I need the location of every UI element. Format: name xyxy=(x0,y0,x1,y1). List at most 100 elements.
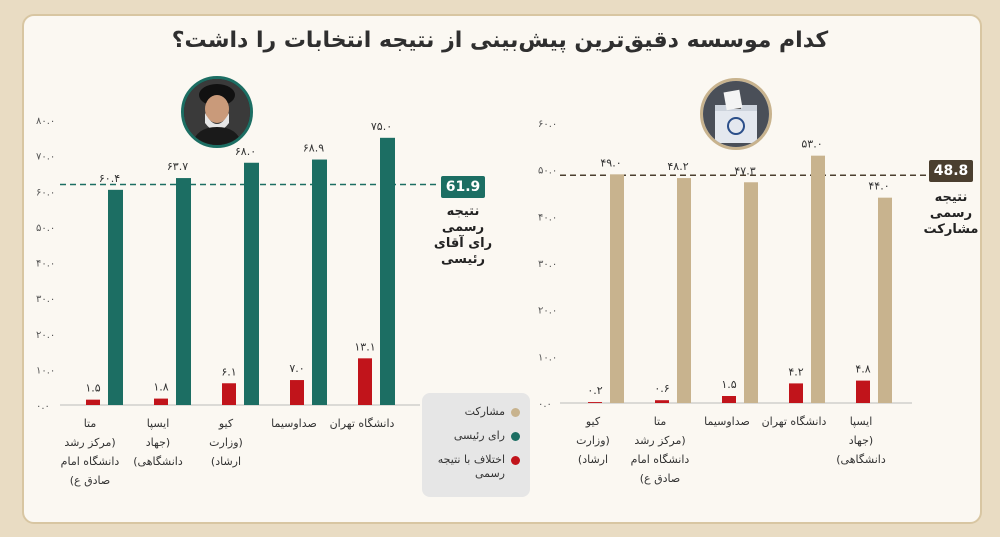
main-bar xyxy=(677,178,691,403)
legend: مشارکت رای رئیسی اختلاف با نتیجه رسمی xyxy=(422,393,530,497)
official-participation-note-line: نتیجه xyxy=(934,190,968,205)
official-raisi-note-line: نتیجه xyxy=(446,204,480,219)
main-bar xyxy=(610,174,624,403)
y-tick-label: ۰.۰ xyxy=(36,401,50,412)
main-bar-label: ۵۳.۰ xyxy=(801,138,822,151)
category-label: دانشگاه تهران xyxy=(330,417,395,430)
legend-item-difference: اختلاف با نتیجه رسمی xyxy=(425,453,520,481)
difference-bar xyxy=(856,380,870,403)
y-tick-label: ۳۰.۰ xyxy=(538,259,557,270)
legend-swatch-difference xyxy=(511,456,520,465)
category-label: صادق ع) xyxy=(70,474,110,487)
category-label: متا xyxy=(84,417,97,430)
page-title: کدام موسسه دقیق‌ترین پیش‌بینی از نتیجه ا… xyxy=(171,28,829,53)
official-raisi-note: نتیجه رسمی رای آقای رئیسی xyxy=(430,204,496,268)
official-raisi-note-line: رسمی xyxy=(441,220,485,235)
y-tick-label: ۲۰.۰ xyxy=(36,330,55,341)
y-tick-label: ۷۰.۰ xyxy=(36,152,55,163)
category-label: دانشگاهی) xyxy=(836,453,886,466)
main-bar xyxy=(744,182,758,403)
category-label: متا xyxy=(654,415,667,428)
difference-bar xyxy=(655,400,669,403)
difference-bar-label: ۴.۸ xyxy=(855,363,870,376)
official-raisi-value: 61.9 xyxy=(441,176,485,198)
main-bar-label: ۴۹.۰ xyxy=(600,156,621,169)
y-tick-label: ۳۰.۰ xyxy=(36,294,55,305)
y-tick-label: ۴۰.۰ xyxy=(538,212,557,223)
category-label: (وزارت xyxy=(576,434,610,447)
official-participation-note: نتیجه رسمی مشارکت xyxy=(916,190,986,238)
main-bar xyxy=(312,159,327,405)
difference-bar-label: ۰.۲ xyxy=(587,384,602,397)
category-label: ایسپا xyxy=(147,417,170,430)
main-bar xyxy=(244,162,259,405)
legend-swatch-participation xyxy=(511,408,520,417)
y-tick-label: ۱۰.۰ xyxy=(36,365,55,376)
category-label: ایسپا xyxy=(850,415,873,428)
category-label: دانشگاه امام xyxy=(61,455,120,468)
y-tick-label: ۸۰.۰ xyxy=(36,116,55,127)
official-raisi-note-line: رئیسی xyxy=(440,252,486,267)
main-bar-label: ۷۵.۰ xyxy=(371,120,392,133)
difference-bar-label: ۱.۵ xyxy=(85,382,100,395)
category-label: (جهاد xyxy=(849,434,873,447)
y-tick-label: ۶۰.۰ xyxy=(36,187,55,198)
category-label: ارشاد) xyxy=(211,455,241,468)
category-label: دانشگاه تهران xyxy=(762,415,827,428)
difference-bar xyxy=(222,383,236,405)
category-label: صداوسیما xyxy=(271,417,317,430)
legend-item-raisi: رای رئیسی xyxy=(425,429,520,443)
category-label: (مرکز رشد xyxy=(64,436,115,449)
legend-label: رای رئیسی xyxy=(453,429,505,442)
main-bar-label: ۴۸.۲ xyxy=(667,160,688,173)
difference-bar-label: ۴.۲ xyxy=(788,365,803,378)
main-bar-label: ۶۰.۴ xyxy=(99,172,120,185)
raisi-vote-chart: ۰.۰ ۱۰.۰ ۲۰.۰ ۳۰.۰ ۴۰.۰ ۵۰.۰ ۶۰.۰ ۷۰.۰ ۸۰.۰ ۶۰.۴ ۱… xyxy=(36,116,440,487)
raisi-portrait xyxy=(181,76,253,148)
y-tick-label: ۲۰.۰ xyxy=(538,306,557,317)
ballot-box-image xyxy=(700,78,772,150)
category-label: (وزارت xyxy=(209,436,243,449)
difference-bar-label: ۷.۰ xyxy=(289,362,304,375)
difference-bar-label: ۰.۶ xyxy=(654,382,669,395)
legend-swatch-raisi xyxy=(511,432,520,441)
difference-bar-label: ۱.۵ xyxy=(721,378,736,391)
category-label: صداوسیما xyxy=(704,415,750,428)
category-label: (جهاد xyxy=(146,436,170,449)
difference-bar xyxy=(722,396,736,403)
main-bar-label: ۶۸.۹ xyxy=(303,142,324,155)
y-tick-label: ۱۰.۰ xyxy=(538,352,557,363)
main-bar-label: ۶۸.۰ xyxy=(235,145,256,158)
difference-bar-label: ۱.۸ xyxy=(153,381,168,394)
difference-bar xyxy=(154,398,168,405)
main-bar xyxy=(380,137,395,405)
main-bar-label: ۴۴.۰ xyxy=(868,180,889,193)
difference-bar-label: ۶.۱ xyxy=(221,365,236,378)
y-tick-label: ۶۰.۰ xyxy=(538,119,557,130)
legend-label: مشارکت xyxy=(464,405,505,418)
main-bar xyxy=(176,178,191,405)
difference-bar xyxy=(588,402,602,403)
category-label: کیو xyxy=(218,417,234,430)
category-label: ارشاد) xyxy=(578,453,608,466)
official-participation-note-line: رسمی xyxy=(929,206,973,221)
main-bar xyxy=(878,197,892,403)
official-raisi-note-line: رای آقای xyxy=(433,236,493,251)
official-participation-value: 48.8 xyxy=(929,160,973,182)
difference-bar xyxy=(358,358,372,405)
y-tick-label: ۵۰.۰ xyxy=(538,166,557,177)
category-label: دانشگاه امام xyxy=(631,453,690,466)
difference-bar-label: ۱۳.۱ xyxy=(354,340,375,353)
official-participation-note-line: مشارکت xyxy=(923,222,979,237)
difference-bar xyxy=(290,380,304,405)
main-bar xyxy=(811,155,825,403)
category-label: دانشگاهی) xyxy=(133,455,183,468)
category-label: (مرکز رشد xyxy=(634,434,685,447)
participation-chart: ۰.۰ ۱۰.۰ ۲۰.۰ ۳۰.۰ ۴۰.۰ ۵۰.۰ ۶۰.۰ ۴۹.۰ ۰.۲ کیو (وز… xyxy=(538,119,928,485)
main-bar-label: ۶۳.۷ xyxy=(167,160,188,173)
difference-bar xyxy=(789,383,803,403)
legend-item-participation: مشارکت xyxy=(425,405,520,419)
category-label: کیو xyxy=(585,415,601,428)
difference-bar xyxy=(86,399,100,405)
